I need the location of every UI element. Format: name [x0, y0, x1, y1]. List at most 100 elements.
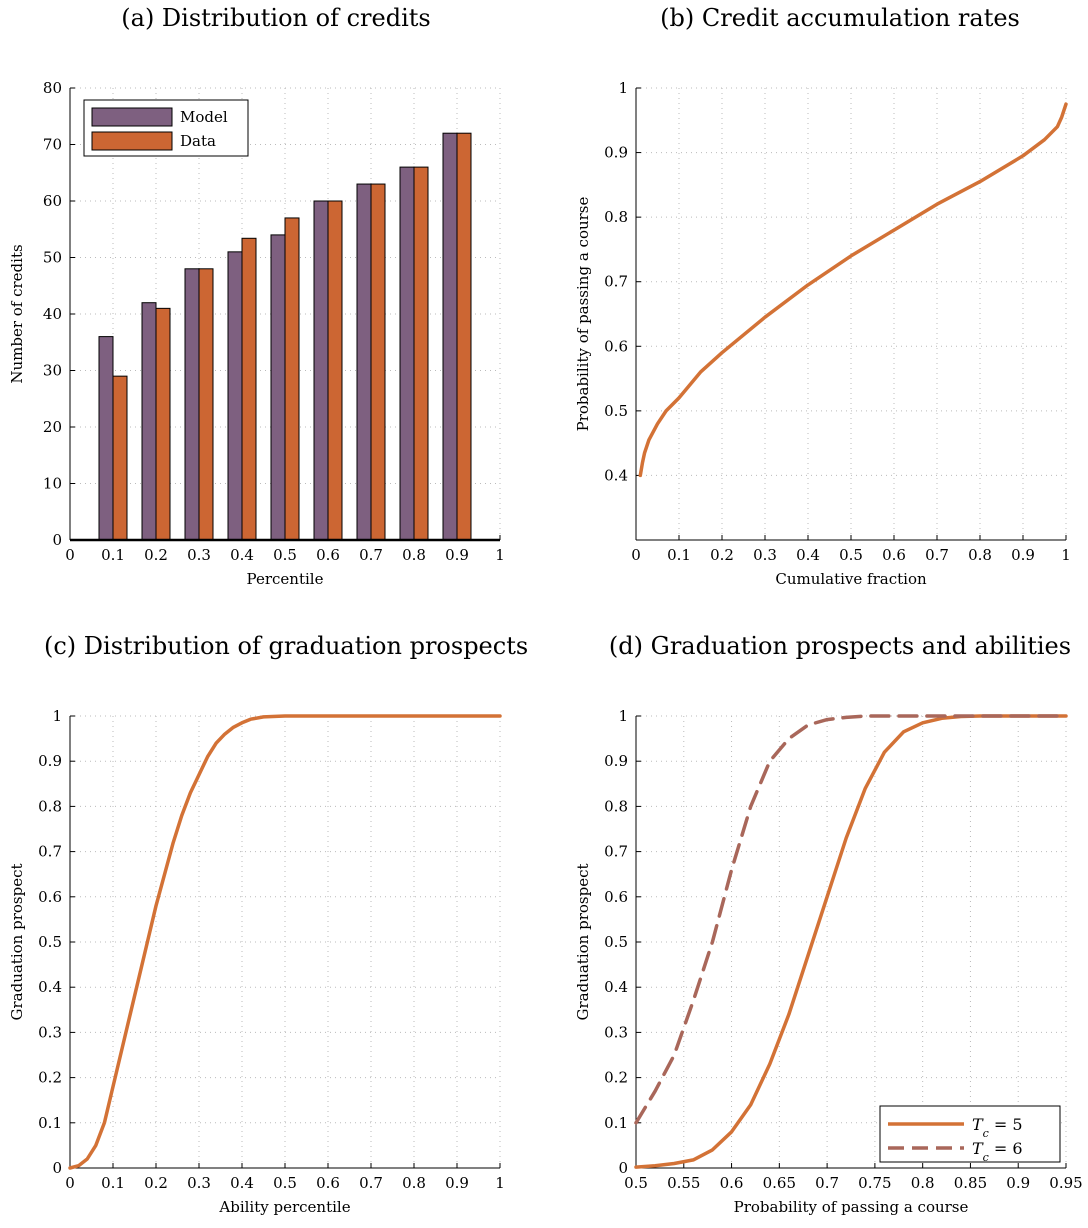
bar-model-0.4 [227, 251, 243, 541]
panel-a-ytick-label: 30 [43, 362, 62, 380]
panel-c-ytick-label: 0 [52, 1159, 62, 1177]
panel-d-xtick-label: 0.9 [1006, 1174, 1030, 1192]
series-line-b-0 [638, 102, 1068, 478]
panel-d-ytick-label: 0.2 [604, 1069, 628, 1087]
panel-c-xtick-label: 1 [495, 1174, 505, 1192]
panel-c-xtick-label: 0.8 [402, 1174, 426, 1192]
panel-d-ytick-label: 0.7 [604, 843, 628, 861]
bar-model-0.6 [313, 200, 329, 541]
panel-c-xtick-label: 0.5 [273, 1174, 297, 1192]
panel-b-xtick-label: 0.1 [667, 546, 691, 564]
panel-c-ytick-label: 0.2 [38, 1069, 62, 1087]
legend-swatch-model [91, 107, 173, 127]
panel-c-xtick-label: 0.3 [187, 1174, 211, 1192]
bar-model-0.5 [270, 234, 286, 541]
bar-model-0.7 [356, 183, 372, 541]
panel-a-xtick-label: 0.5 [273, 546, 297, 564]
legend-label-1: Tc = 6 [972, 1139, 1023, 1164]
panel-c-ytick-label: 0.4 [38, 978, 62, 996]
panel-b-ytick-label: 0.6 [604, 337, 628, 355]
panel-b-xtick-label: 0.4 [796, 546, 820, 564]
panel-b-xtick-label: 0.6 [882, 546, 906, 564]
panel-a-ytick-label: 50 [43, 249, 62, 267]
bar-data-0.1 [112, 375, 128, 541]
panel-a-xtick-label: 0.7 [359, 546, 383, 564]
panel-d-title: (d) Graduation prospects and abilities [608, 632, 1072, 660]
series-line-d-1 [634, 714, 1068, 1125]
panel-d-xtick-label: 0.55 [667, 1174, 700, 1192]
panel-c-title: (c) Distribution of graduation prospects [44, 632, 529, 660]
panel-d-ytick-label: 0.6 [604, 888, 628, 906]
legend-label-model: Model [180, 108, 228, 126]
panel-b-xtick-label: 1 [1061, 546, 1071, 564]
panel-c-ytick-label: 0.3 [38, 1023, 62, 1041]
panel-b-xlabel: Cumulative fraction [775, 570, 927, 588]
legend-label-data: Data [180, 132, 216, 150]
panel-d-ytick-label: 1 [618, 707, 628, 725]
bar-model-0.1 [98, 336, 114, 541]
panel-b-ylabel: Probability of passing a course [574, 196, 592, 431]
panel-a-ytick-label: 70 [43, 136, 62, 154]
panel-b-title: (b) Credit accumulation rates [660, 4, 1020, 32]
panel-c-ytick-label: 0.6 [38, 888, 62, 906]
panel-c-ytick-label: 0.5 [38, 933, 62, 951]
panel-a-ytick-label: 0 [52, 531, 62, 549]
panel-a-xtick-label: 0.6 [316, 546, 340, 564]
panel-c-ytick-label: 1 [52, 707, 62, 725]
bar-data-0.3 [198, 268, 214, 541]
panel-a-xtick-label: 1 [495, 546, 505, 564]
panel-b-xtick-label: 0.8 [968, 546, 992, 564]
panel-a-ytick-label: 40 [43, 305, 62, 323]
panel-b-ytick-label: 0.5 [604, 402, 628, 420]
panel-c-xtick-label: 0.6 [316, 1174, 340, 1192]
panel-d-ylabel: Graduation prospect [574, 864, 592, 1021]
panel-c-ytick-label: 0.8 [38, 797, 62, 815]
panel-b-ytick-label: 1 [618, 79, 628, 97]
panel-d-ytick-label: 0.8 [604, 797, 628, 815]
panel-b-xtick-label: 0.5 [839, 546, 863, 564]
panel-a-title: (a) Distribution of credits [121, 4, 431, 32]
bar-data-0.6 [327, 200, 343, 541]
panel-b-xtick-label: 0.9 [1011, 546, 1035, 564]
panel-a-xtick-label: 0.2 [144, 546, 168, 564]
bar-data-0.8 [413, 166, 429, 541]
panel-d-xtick-label: 0.5 [624, 1174, 648, 1192]
panel-b-ytick-label: 0.7 [604, 273, 628, 291]
bar-model-0.9 [442, 132, 458, 541]
bar-model-0.8 [399, 166, 415, 541]
panel-c-xtick-label: 0.9 [445, 1174, 469, 1192]
bar-model-0.3 [184, 268, 200, 541]
series-line-c-0 [68, 714, 502, 1170]
panel-c-ytick-label: 0.7 [38, 843, 62, 861]
panel-c-xtick-label: 0.7 [359, 1174, 383, 1192]
panel-a-xtick-label: 0.1 [101, 546, 125, 564]
panel-d-ytick-label: 0.4 [604, 978, 628, 996]
panel-d-ytick-label: 0.9 [604, 752, 628, 770]
panel-c-xtick-label: 0.2 [144, 1174, 168, 1192]
bar-data-0.2 [155, 307, 171, 541]
panel-c-xlabel: Ability percentile [218, 1198, 350, 1216]
panel-c-xtick-label: 0.4 [230, 1174, 254, 1192]
panel-a-xtick-label: 0 [65, 546, 75, 564]
panel-a-xtick-label: 0.3 [187, 546, 211, 564]
panel-c-xtick-label: 0.1 [101, 1174, 125, 1192]
panel-d-xtick-label: 0.7 [815, 1174, 839, 1192]
bar-data-0.5 [284, 217, 300, 541]
panel-b-xtick-label: 0.7 [925, 546, 949, 564]
legend-swatch-data [91, 131, 173, 151]
panel-b-xtick-label: 0 [631, 546, 641, 564]
legend-label-0: Tc = 5 [972, 1115, 1023, 1140]
panel-d-xtick-label: 0.8 [911, 1174, 935, 1192]
panel-d-xtick-label: 0.6 [720, 1174, 744, 1192]
panel-a-ytick-label: 20 [43, 418, 62, 436]
panel-d-ytick-label: 0 [618, 1159, 628, 1177]
panel-d-xtick-label: 0.75 [858, 1174, 891, 1192]
panel-a-xtick-label: 0.4 [230, 546, 254, 564]
panel-d-ytick-label: 0.5 [604, 933, 628, 951]
panel-b-ytick-label: 0.9 [604, 144, 628, 162]
panel-d-ytick-label: 0.3 [604, 1023, 628, 1041]
panel-c-ytick-label: 0.9 [38, 752, 62, 770]
panel-c-xtick-label: 0 [65, 1174, 75, 1192]
panel-a-ytick-label: 60 [43, 192, 62, 210]
